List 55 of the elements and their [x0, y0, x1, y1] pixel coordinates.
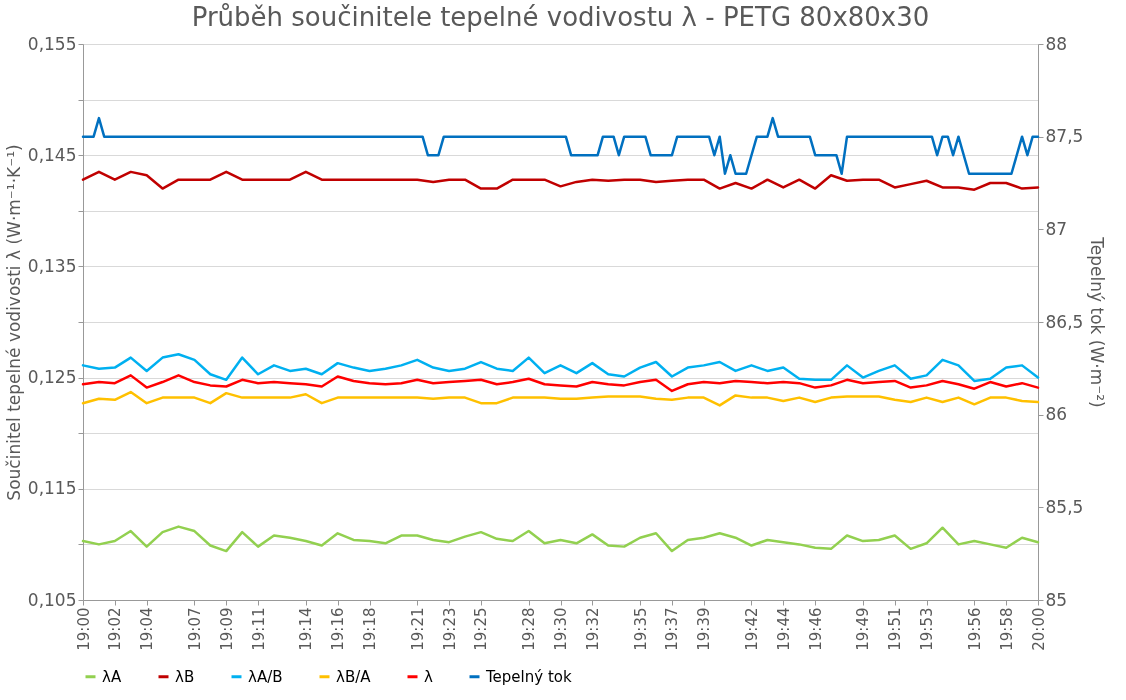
y2-tick-label: 87,5: [1045, 126, 1084, 147]
x-tick-label: 19:25: [472, 607, 491, 651]
line-series: [81, 374, 1040, 393]
x-tick-label: 19:30: [552, 607, 570, 651]
x-tick-label: 19:18: [361, 607, 379, 651]
x-tick-label: 19:11: [249, 607, 268, 651]
x-tick-label: 19:44: [774, 607, 793, 651]
x-tick-label: 19:42: [743, 607, 761, 651]
y-tick-label: 0,125: [27, 367, 77, 388]
line-series: [81, 353, 1040, 383]
y-tick-label: 0,115: [27, 478, 77, 499]
y-axis-title: Součinitel tepelné vodivosti λ (W·m⁻¹·K⁻¹): [3, 144, 24, 501]
line-series: [81, 170, 1040, 191]
y-tick-label: 0,105: [27, 589, 77, 610]
x-tick-label: 19:02: [106, 607, 125, 651]
legend-label: Tepelný tok: [485, 667, 572, 686]
y2-tick-label: 88: [1045, 33, 1068, 54]
y2-tick-label: 86: [1045, 404, 1068, 425]
x-tick-label: 19:14: [297, 607, 316, 651]
x-tick-label: 19:09: [217, 607, 236, 651]
legend-label: λB: [175, 667, 195, 686]
x-tick-label: 19:00: [74, 607, 93, 651]
x-tick-label: 19:04: [138, 607, 157, 651]
chart-title: Průběh součinitele tepelné vodivostu λ - PETG 80x80x30: [191, 2, 930, 32]
line-series: [81, 390, 1040, 407]
x-tick-label: 19:35: [631, 607, 650, 651]
legend-label: λA: [102, 667, 122, 686]
legend-label: λA/B: [248, 667, 283, 686]
x-tick-label: 19:56: [965, 607, 984, 651]
x-tick-label: 19:39: [695, 607, 714, 651]
legend-label: λB/A: [336, 667, 372, 686]
legend-label: λ: [424, 667, 433, 686]
y2-axis-title: Tepelný tok (W·m⁻²): [1087, 236, 1108, 408]
y-tick-label: 0,145: [27, 144, 77, 165]
line-series: [81, 525, 1040, 553]
x-tick-label: 19:07: [185, 607, 204, 651]
y2-tick-label: 86,5: [1045, 311, 1084, 332]
x-tick-label: 19:49: [854, 607, 873, 651]
x-tick-label: 19:32: [583, 607, 602, 651]
x-tick-label: 19:51: [886, 607, 905, 651]
x-tick-label: 19:46: [806, 607, 825, 651]
x-tick-label: 19:58: [997, 607, 1016, 651]
x-tick-label: 20:00: [1029, 607, 1048, 651]
x-tick-label: 19:37: [663, 607, 682, 651]
y-tick-label: 0,135: [27, 255, 77, 276]
x-tick-label: 19:23: [440, 607, 459, 651]
line-series: [81, 116, 1040, 175]
x-tick-label: 19:21: [408, 607, 427, 651]
x-tick-label: 19:16: [329, 607, 348, 651]
x-tick-label: 19:53: [918, 607, 937, 651]
y-tick-label: 0,155: [27, 33, 77, 54]
y2-tick-label: 87: [1045, 218, 1068, 239]
y2-tick-label: 85: [1045, 589, 1068, 610]
y2-tick-label: 85,5: [1045, 496, 1084, 517]
x-tick-label: 19:28: [520, 607, 539, 651]
